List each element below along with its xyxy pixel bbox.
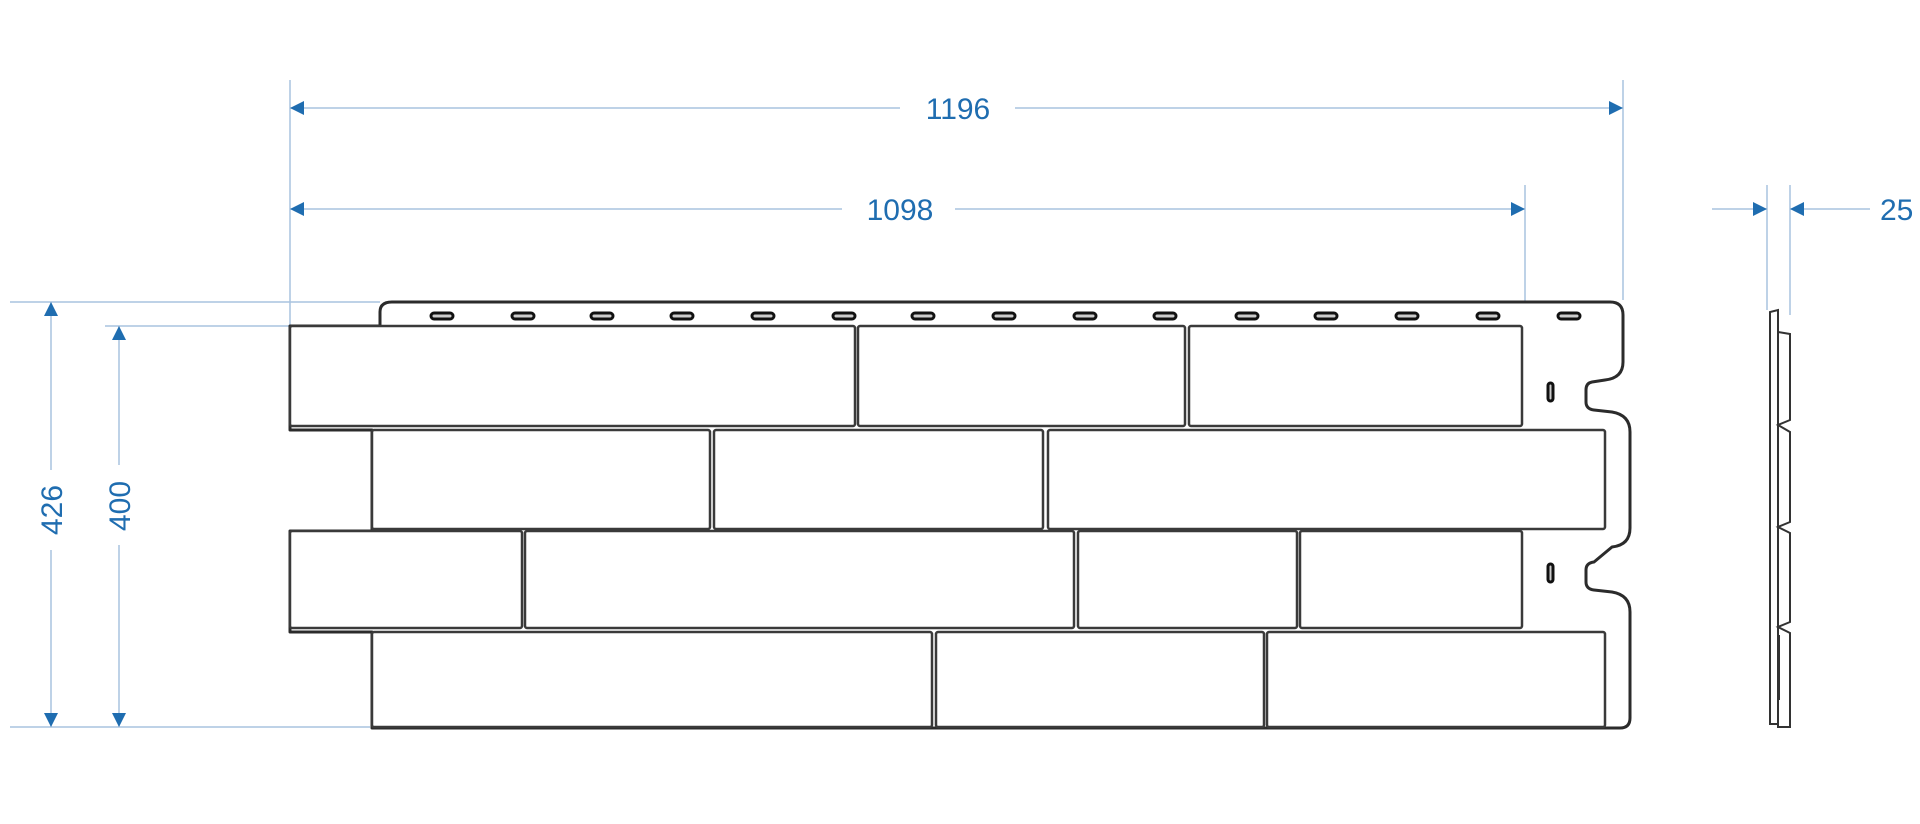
vertical-slot (1546, 562, 1555, 584)
side-profile (1769, 308, 1791, 728)
bricks (288, 324, 1607, 729)
nail-slot (1394, 311, 1420, 321)
dimension-overall-height: 426 (36, 302, 69, 727)
label-overall-width: 1196 (926, 93, 991, 126)
nail-slot (1313, 311, 1339, 321)
nail-slot (991, 311, 1017, 321)
nail-slot (1152, 311, 1178, 321)
nail-slots (429, 311, 1582, 321)
nail-slot (831, 311, 857, 321)
dimension-thickness: 25 (1712, 194, 1913, 227)
dimension-effective-width: 1098 (290, 194, 1525, 227)
nail-slot (1556, 311, 1582, 321)
label-thickness: 25 (1880, 194, 1913, 227)
brick (712, 428, 1045, 531)
brick (1187, 324, 1524, 428)
nail-slot (589, 311, 615, 321)
brick (1046, 428, 1607, 531)
brick (1265, 630, 1607, 729)
nail-slot (750, 311, 776, 321)
label-effective-height: 400 (104, 481, 137, 531)
brick (523, 529, 1076, 630)
brick (288, 529, 524, 630)
brick (288, 324, 857, 428)
label-overall-height: 426 (36, 485, 69, 535)
dimension-overall-width: 1196 (290, 93, 1623, 126)
nail-slot (1072, 311, 1098, 321)
brick (856, 324, 1187, 428)
brick (1076, 529, 1299, 630)
brick (934, 630, 1266, 729)
brick (370, 428, 712, 531)
label-effective-width: 1098 (867, 194, 934, 227)
nail-slot (510, 311, 536, 321)
nail-slot (910, 311, 936, 321)
dimension-effective-height: 400 (104, 326, 137, 727)
nail-slot (1475, 311, 1501, 321)
brick (370, 630, 934, 729)
nail-slot (429, 311, 455, 321)
brick (1298, 529, 1524, 630)
nail-slot (669, 311, 695, 321)
nail-slot (1234, 311, 1260, 321)
vertical-slot (1546, 381, 1555, 403)
